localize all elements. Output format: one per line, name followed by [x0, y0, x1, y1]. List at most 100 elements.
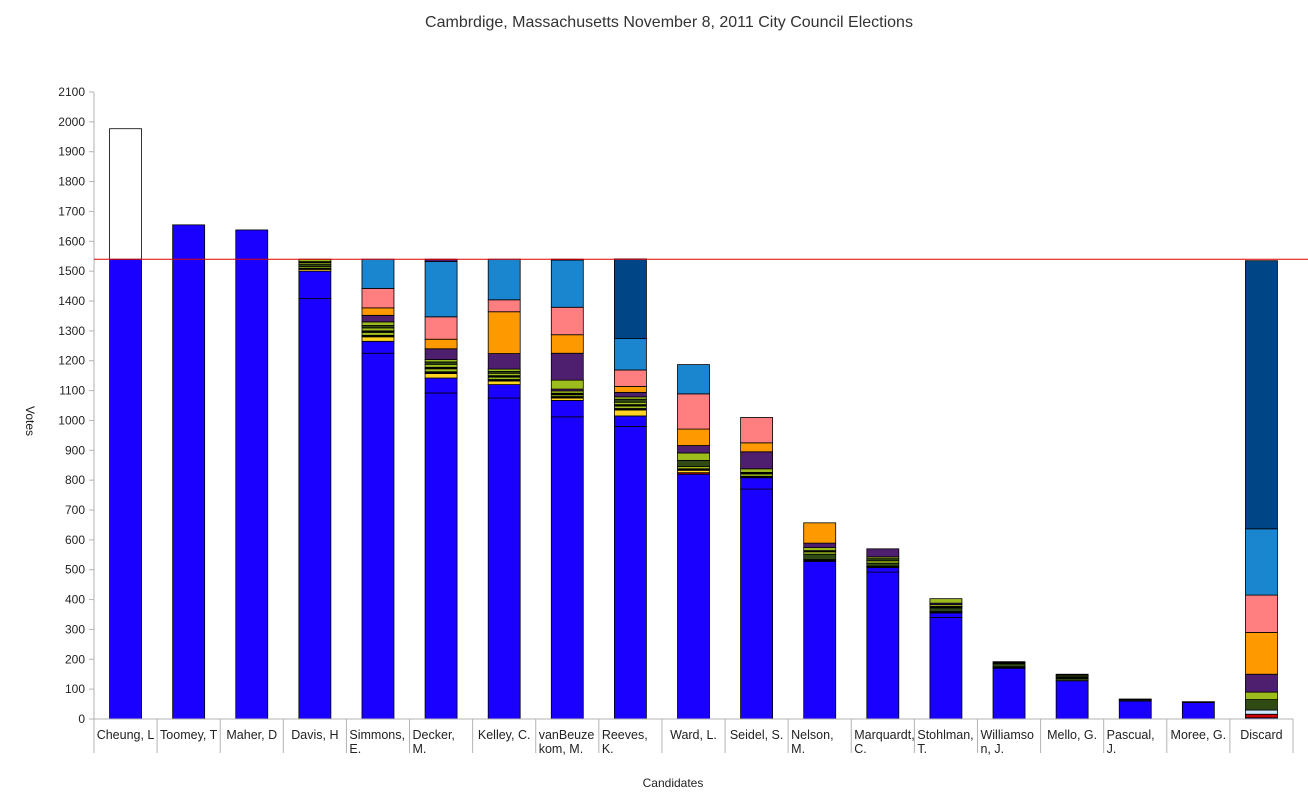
- bar-segment: [992, 661, 1026, 665]
- bar-stack: [866, 548, 900, 720]
- y-axis-label: Votes: [23, 406, 37, 436]
- bar-segment: [487, 353, 521, 370]
- bar-segment: [424, 316, 458, 340]
- bar-segment: [613, 338, 647, 371]
- bar-segment: [487, 299, 521, 313]
- bar-segment: [866, 548, 900, 558]
- x-tick-label: Kelley, C.: [478, 728, 531, 742]
- x-tick-label: Discard: [1240, 728, 1282, 742]
- bar-segment: [298, 270, 332, 300]
- bar-stack: [235, 229, 269, 720]
- bar-segment: [487, 397, 521, 720]
- x-tick-label: Seidel, S.: [730, 728, 784, 742]
- bar-segment: [677, 428, 710, 446]
- bar-segment: [740, 451, 774, 470]
- y-tick-label: 100: [65, 682, 85, 696]
- bar-segment: [613, 415, 647, 427]
- bar-segment: [1055, 673, 1089, 676]
- y-tick-label: 2100: [58, 85, 85, 99]
- bar-segment: [677, 364, 710, 395]
- x-tick-label: Toomey, T: [160, 728, 218, 742]
- bar-segment: [424, 363, 458, 368]
- bar-segment: [740, 468, 774, 473]
- bar-segment: [487, 380, 521, 386]
- bar-segment: [677, 460, 710, 467]
- x-tick-label: Pascual, J.: [1107, 728, 1155, 756]
- bar-segment: [1245, 691, 1278, 700]
- y-tick-label: 1700: [58, 204, 85, 218]
- bar-segment: [803, 553, 837, 560]
- bar-stack: [740, 417, 774, 720]
- bar-segment: [613, 391, 647, 398]
- bar-segment: [1245, 632, 1278, 675]
- bar-segment: [487, 384, 521, 399]
- bar-segment: [866, 562, 900, 567]
- bar-segment: [677, 473, 710, 720]
- y-tick-label: 0: [78, 712, 85, 726]
- bar-segment: [298, 298, 332, 720]
- x-tick-label: Maher, D: [226, 728, 277, 742]
- bar-segment: [613, 385, 647, 393]
- x-tick-label: Moree, G.: [1171, 728, 1227, 742]
- bar-segment: [109, 128, 142, 260]
- bar-stack: [1181, 701, 1215, 720]
- bar-segment: [1245, 699, 1278, 711]
- y-tick-label: 1100: [59, 384, 85, 398]
- bar-segment: [1055, 680, 1089, 720]
- bar-segment: [550, 416, 584, 720]
- y-tick-label: 1400: [58, 294, 85, 308]
- bar-stack: [109, 128, 142, 720]
- bar-segment: [1118, 700, 1152, 720]
- bar-stack: [992, 661, 1026, 720]
- bar-segment: [424, 373, 458, 379]
- bar-segment: [929, 598, 963, 604]
- bar-segment: [740, 417, 774, 444]
- y-tick-label: 600: [65, 533, 85, 547]
- x-tick-label: vanBeuze kom, M.: [539, 728, 595, 756]
- x-tick-label: Decker, M.: [413, 728, 455, 756]
- bar-segment: [1245, 594, 1278, 633]
- y-tick-label: 1500: [58, 264, 85, 278]
- bar-segment: [992, 663, 1026, 668]
- x-tick-label: Nelson, M.: [791, 728, 833, 756]
- x-tick-label: Davis, H: [291, 728, 338, 742]
- bar-segment: [550, 400, 584, 418]
- bar-segment: [677, 452, 710, 461]
- bar-segment: [235, 229, 269, 720]
- x-tick-label: Cheung, L: [97, 728, 155, 742]
- y-axis: 0 100 200 300 400 500 600 700 800 900 1000 1100 1200…: [58, 85, 95, 726]
- bar-segment: [677, 393, 710, 430]
- bar-segment: [361, 327, 395, 332]
- x-axis: Cheung, L Toomey, T Maher, D Davis, H Simmon…: [93, 718, 1294, 756]
- bar-segment: [487, 311, 521, 354]
- x-tick-label: Ward, L.: [670, 728, 717, 742]
- bars: [94, 128, 1308, 720]
- y-tick-label: 1600: [58, 234, 85, 248]
- x-tick-label: Reeves, K.: [602, 728, 648, 756]
- bar-segment: [361, 321, 395, 326]
- bar-segment: [361, 331, 395, 336]
- x-tick-label: Simmons, E.: [349, 728, 405, 756]
- x-tick-label: Stohlman, T.: [917, 728, 973, 756]
- bar-segment: [361, 288, 395, 309]
- bar-segment: [487, 258, 521, 301]
- bar-segment: [550, 306, 584, 336]
- bar-segment: [866, 567, 900, 573]
- bar-segment: [172, 224, 206, 720]
- bar-segment: [929, 607, 963, 612]
- y-tick-label: 1300: [58, 324, 85, 338]
- bar-stack: [424, 258, 458, 720]
- y-tick-label: 800: [65, 473, 85, 487]
- bar-stack: [1055, 673, 1089, 720]
- bar-segment: [613, 425, 647, 720]
- bar-segment: [550, 259, 584, 308]
- x-tick-label: Marquardt, C.: [854, 728, 914, 756]
- bar-segment: [866, 571, 900, 720]
- bar-segment: [424, 338, 458, 350]
- y-tick-label: 900: [65, 443, 85, 457]
- bar-stack: [803, 522, 837, 720]
- bar-segment: [803, 547, 837, 552]
- y-tick-label: 700: [65, 503, 85, 517]
- bar-segment: [1245, 528, 1278, 596]
